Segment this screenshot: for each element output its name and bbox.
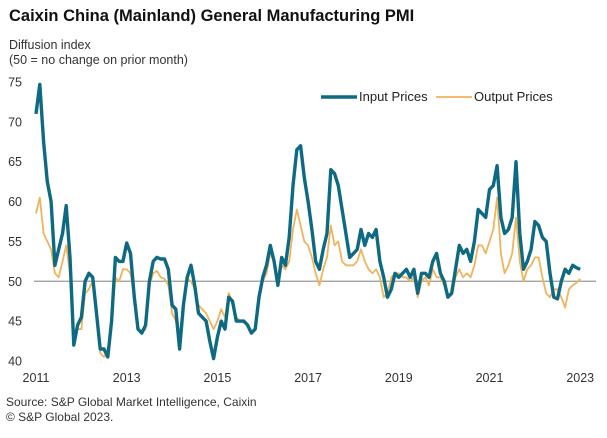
x-tick-label: 2019: [385, 371, 413, 385]
y-tick-label: 40: [8, 355, 22, 369]
y-axis-label-line2: (50 = no change on prior month): [9, 53, 188, 67]
source-note: Source: S&P Global Market Intelligence, …: [6, 395, 257, 424]
series-line-output-prices: [35, 196, 581, 358]
y-axis-label-line1: Diffusion index: [9, 38, 91, 52]
x-axis-ticks: 2011 2013 2015 2017 2019 2021 2023: [23, 371, 595, 385]
x-tick-label: 2021: [476, 371, 504, 385]
y-tick-label: 50: [8, 275, 22, 289]
series-line-input-prices: [34, 82, 581, 361]
legend-label-output-prices: Output Prices: [474, 89, 553, 104]
y-tick-label: 65: [8, 155, 22, 169]
y-tick-label: 75: [8, 76, 22, 90]
y-tick-label: 45: [8, 315, 22, 329]
x-tick-label: 2011: [23, 371, 50, 385]
y-tick-label: 70: [8, 115, 22, 129]
legend: Input Prices Output Prices: [321, 89, 553, 104]
x-tick-label: 2013: [113, 371, 141, 385]
x-tick-label: 2015: [204, 371, 232, 385]
chart-title: Caixin China (Mainland) General Manufact…: [9, 7, 415, 25]
y-tick-label: 55: [8, 235, 22, 249]
x-tick-label: 2023: [566, 371, 594, 385]
x-tick-label: 2017: [294, 371, 322, 385]
copyright-line: © S&P Global 2023.: [6, 409, 114, 424]
y-axis-label: Diffusion index (50 = no change on prior…: [9, 38, 188, 68]
legend-label-input-prices: Input Prices: [359, 89, 428, 104]
source-line: Source: S&P Global Market Intelligence, …: [6, 395, 257, 409]
y-tick-label: 60: [8, 195, 22, 209]
y-axis-ticks: 40 45 50 55 60 65 70 75: [8, 76, 22, 369]
